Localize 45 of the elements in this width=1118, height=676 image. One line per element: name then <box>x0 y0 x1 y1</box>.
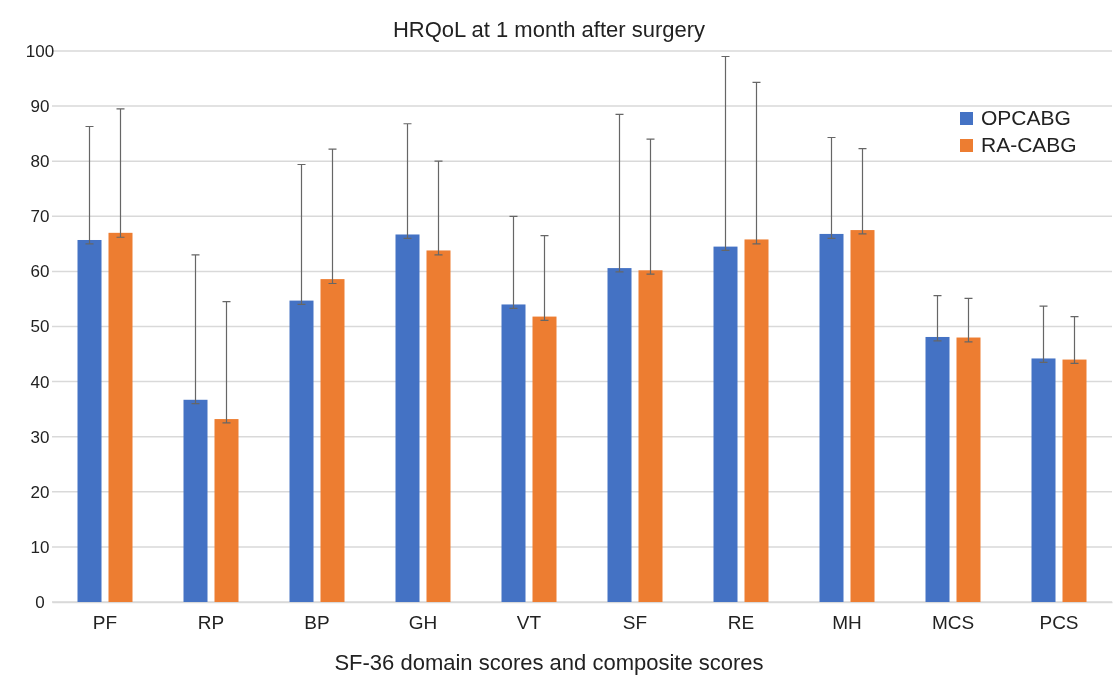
y-tick-label: 30 <box>30 427 50 447</box>
bar <box>819 233 844 602</box>
x-tick-label: MH <box>832 612 862 634</box>
y-tick-label: 90 <box>30 97 50 117</box>
bar <box>108 232 133 602</box>
bar <box>925 336 950 602</box>
bar <box>183 399 208 602</box>
x-tick-label: VT <box>516 612 542 634</box>
legend-label: OPCABG <box>981 106 1071 129</box>
x-tick-label: RP <box>197 612 225 634</box>
bar <box>713 246 738 602</box>
y-tick-label: 0 <box>35 592 45 612</box>
bar <box>426 250 451 602</box>
bar <box>532 316 557 602</box>
y-tick-label: 80 <box>30 152 50 172</box>
bar <box>607 268 632 602</box>
x-tick-label: MCS <box>931 612 975 634</box>
bar <box>956 337 981 602</box>
bar <box>744 239 769 602</box>
x-tick-label: GH <box>408 612 438 634</box>
x-tick-label: BP <box>304 612 330 634</box>
y-tick-label: 60 <box>30 262 50 282</box>
y-tick-label: 70 <box>30 207 50 227</box>
x-tick-label: SF <box>622 612 648 634</box>
bar <box>289 300 314 602</box>
chart-title: HRQoL at 1 month after surgery <box>392 17 706 42</box>
y-tick-label: 100 <box>25 41 55 61</box>
y-tick-label: 50 <box>30 317 50 337</box>
x-tick-label: PCS <box>1039 612 1079 634</box>
bar <box>1031 358 1056 602</box>
y-tick-label: 10 <box>30 537 50 557</box>
bar <box>77 239 102 602</box>
x-tick-label: PF <box>92 612 118 634</box>
bar <box>850 230 875 602</box>
bar <box>395 234 420 602</box>
bar <box>320 279 345 602</box>
x-tick-label: RE <box>727 612 755 634</box>
y-tick-label: 40 <box>30 372 50 392</box>
x-axis-title: SF-36 domain scores and composite scores <box>334 650 764 675</box>
bar <box>214 419 239 602</box>
legend-label: RA-CABG <box>981 133 1077 156</box>
bar <box>638 270 663 602</box>
bar <box>1062 359 1087 602</box>
y-tick-label: 20 <box>30 482 50 502</box>
bar <box>501 304 526 602</box>
